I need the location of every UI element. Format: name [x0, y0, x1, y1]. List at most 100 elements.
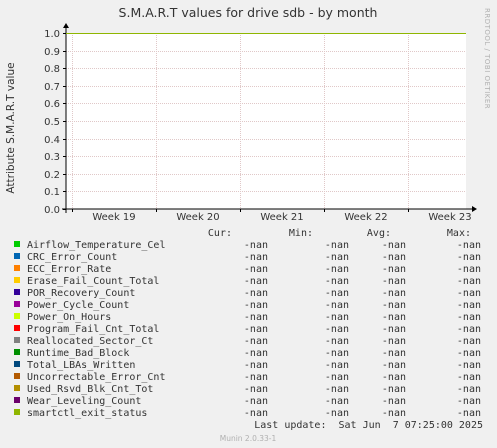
- legend-row: Program_Fail_Cnt_Total -nan -nan -nan -nan: [14, 324, 481, 335]
- y-tick-label: 0.9: [44, 47, 60, 58]
- legend-max-value: -nan: [457, 252, 481, 263]
- legend-swatch: [14, 313, 20, 319]
- legend-max-value: -nan: [457, 312, 481, 323]
- legend-series-name: Reallocated_Sector_Ct: [27, 336, 153, 347]
- legend-swatch: [14, 397, 20, 403]
- legend-cur-value: -nan: [244, 336, 268, 347]
- legend-series-name: Total_LBAs_Written: [27, 360, 135, 371]
- legend-max-value: -nan: [457, 288, 481, 299]
- legend-series-name: Wear_Leveling_Count: [27, 396, 141, 407]
- x-tick-label: Week 21: [260, 212, 303, 223]
- legend-header-min: Min:: [289, 228, 313, 239]
- legend-row: Runtime_Bad_Block -nan -nan -nan -nan: [14, 348, 481, 359]
- legend-min-value: -nan: [325, 276, 349, 287]
- y-tick-label: 0.5: [44, 117, 60, 128]
- legend-series-name: Program_Fail_Cnt_Total: [27, 324, 159, 335]
- legend-series-name: Power_Cycle_Count: [27, 300, 129, 311]
- legend-max-value: -nan: [457, 408, 481, 419]
- legend-swatch: [14, 409, 20, 415]
- legend-series-name: Uncorrectable_Error_Cnt: [27, 372, 165, 383]
- legend-swatch: [14, 253, 20, 259]
- legend-cur-value: -nan: [244, 264, 268, 275]
- legend-max-value: -nan: [457, 276, 481, 287]
- legend-min-value: -nan: [325, 336, 349, 347]
- legend-avg-value: -nan: [382, 408, 406, 419]
- legend-avg-value: -nan: [382, 360, 406, 371]
- legend-row: CRC_Error_Count -nan -nan -nan -nan: [14, 252, 481, 263]
- legend-min-value: -nan: [325, 348, 349, 359]
- legend-avg-value: -nan: [382, 300, 406, 311]
- y-tick-label: 0.2: [44, 170, 60, 181]
- y-tick-label: 1.0: [44, 29, 60, 40]
- legend-row: Reallocated_Sector_Ct -nan -nan -nan -nan: [14, 336, 481, 347]
- legend-series-name: ECC_Error_Rate: [27, 264, 111, 275]
- legend-min-value: -nan: [325, 408, 349, 419]
- legend-min-value: -nan: [325, 396, 349, 407]
- legend-row: Erase_Fail_Count_Total -nan -nan -nan -nan: [14, 276, 481, 287]
- legend-row: Wear_Leveling_Count -nan -nan -nan -nan: [14, 396, 481, 407]
- x-tick-labels: Week 19 Week 20 Week 21 Week 22 Week 23: [92, 212, 471, 223]
- legend-cur-value: -nan: [244, 408, 268, 419]
- legend-row: Used_Rsvd_Blk_Cnt_Tot -nan -nan -nan -nan: [14, 384, 481, 395]
- legend-row: ECC_Error_Rate -nan -nan -nan -nan: [14, 264, 481, 275]
- legend-max-value: -nan: [457, 348, 481, 359]
- legend-max-value: -nan: [457, 384, 481, 395]
- legend-max-value: -nan: [457, 300, 481, 311]
- chart-title: S.M.A.R.T values for drive sdb - by mont…: [119, 5, 378, 20]
- x-tick-label: Week 22: [344, 212, 387, 223]
- legend-avg-value: -nan: [382, 336, 406, 347]
- legend-cur-value: -nan: [244, 396, 268, 407]
- legend-min-value: -nan: [325, 240, 349, 251]
- legend-cur-value: -nan: [244, 252, 268, 263]
- y-tick-label: 0.4: [44, 135, 60, 146]
- legend-avg-value: -nan: [382, 384, 406, 395]
- legend-row: Total_LBAs_Written -nan -nan -nan -nan: [14, 360, 481, 371]
- legend-row: Airflow_Temperature_Cel -nan -nan -nan -nan: [14, 240, 481, 251]
- y-tick-label: 0.3: [44, 152, 60, 163]
- legend-avg-value: -nan: [382, 264, 406, 275]
- legend-avg-value: -nan: [382, 240, 406, 251]
- legend-max-value: -nan: [457, 360, 481, 371]
- legend-header-max: Max:: [447, 228, 471, 239]
- legend-min-value: -nan: [325, 312, 349, 323]
- x-tick-label: Week 19: [92, 212, 135, 223]
- legend-row: Power_On_Hours -nan -nan -nan -nan: [14, 312, 481, 323]
- rrdtool-watermark: RRDTOOL / TOBI OETIKER: [483, 8, 491, 109]
- legend-row: smartctl_exit_status -nan -nan -nan -nan: [14, 408, 481, 419]
- last-update: Last update: Sat Jun 7 07:25:00 2025: [254, 420, 483, 431]
- legend-series-name: POR_Recovery_Count: [27, 288, 135, 299]
- x-tick-label: Week 20: [176, 212, 219, 223]
- legend-series-name: Airflow_Temperature_Cel: [27, 240, 165, 251]
- legend-swatch: [14, 337, 20, 343]
- legend-swatch: [14, 301, 20, 307]
- legend-avg-value: -nan: [382, 396, 406, 407]
- y-tick-label: 0.8: [44, 64, 60, 75]
- legend-swatch: [14, 325, 20, 331]
- legend-max-value: -nan: [457, 372, 481, 383]
- legend-series-name: smartctl_exit_status: [27, 408, 147, 419]
- y-axis-arrow: [63, 23, 69, 28]
- munin-version: Munin 2.0.33-1: [220, 434, 277, 443]
- legend-row: Power_Cycle_Count -nan -nan -nan -nan: [14, 300, 481, 311]
- legend-max-value: -nan: [457, 240, 481, 251]
- legend-series-name: Used_Rsvd_Blk_Cnt_Tot: [27, 384, 153, 395]
- legend-cur-value: -nan: [244, 312, 268, 323]
- legend-swatch: [14, 361, 20, 367]
- legend-swatch: [14, 265, 20, 271]
- y-axis-label: Attribute S.M.A.R.T value: [5, 62, 17, 193]
- legend-swatch: [14, 241, 20, 247]
- legend-swatch: [14, 385, 20, 391]
- legend-cur-value: -nan: [244, 324, 268, 335]
- legend-series-name: CRC_Error_Count: [27, 252, 117, 263]
- legend: Airflow_Temperature_Cel -nan -nan -nan -nanC…: [14, 240, 481, 419]
- legend-cur-value: -nan: [244, 348, 268, 359]
- legend-header-cur: Cur:: [208, 228, 232, 239]
- y-tick-label: 0.6: [44, 99, 60, 110]
- legend-series-name: Erase_Fail_Count_Total: [27, 276, 159, 287]
- axes: [62, 23, 477, 213]
- y-tick-labels: 0.0 0.1 0.2 0.3 0.4 0.5 0.6 0.7 0.8 0.9 1.0: [44, 29, 60, 216]
- legend-max-value: -nan: [457, 336, 481, 347]
- legend-avg-value: -nan: [382, 312, 406, 323]
- legend-header: Cur: Min: Avg: Max:: [208, 228, 471, 239]
